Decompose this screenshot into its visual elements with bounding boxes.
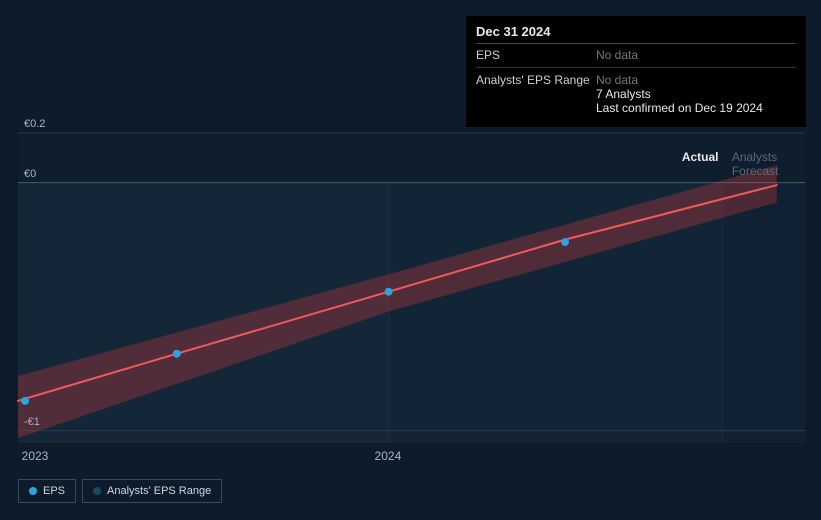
eps-chart: Dec 31 2024 EPSNo dataAnalysts' EPS Rang… xyxy=(0,0,821,520)
hover-tooltip: Dec 31 2024 EPSNo dataAnalysts' EPS Rang… xyxy=(466,16,806,127)
y-tick-label: €0 xyxy=(24,168,36,180)
region-label-forecast: Analysts Forecast xyxy=(732,150,821,178)
y-tick-label: -€1 xyxy=(24,416,40,428)
tooltip-row-label: EPS xyxy=(476,46,596,64)
legend-marker-range xyxy=(93,487,101,495)
legend: EPS Analysts' EPS Range xyxy=(18,479,222,503)
x-tick-label: 2024 xyxy=(375,449,402,463)
tooltip-row-value: No data xyxy=(596,46,796,64)
legend-marker-eps xyxy=(29,487,37,495)
tooltip-date: Dec 31 2024 xyxy=(476,24,796,39)
legend-item-range[interactable]: Analysts' EPS Range xyxy=(82,479,222,503)
tooltip-row-label: Analysts' EPS Range xyxy=(476,71,596,117)
tooltip-table: EPSNo dataAnalysts' EPS RangeNo data7 An… xyxy=(476,46,796,117)
region-label-actual: Actual xyxy=(682,150,719,164)
y-tick-label: €0.2 xyxy=(24,118,45,130)
legend-label-eps: EPS xyxy=(43,485,65,497)
legend-item-eps[interactable]: EPS xyxy=(18,479,76,503)
legend-label-range: Analysts' EPS Range xyxy=(107,485,211,497)
tooltip-row-value: No data7 AnalystsLast confirmed on Dec 1… xyxy=(596,71,796,117)
x-tick-label: 2023 xyxy=(22,449,49,463)
